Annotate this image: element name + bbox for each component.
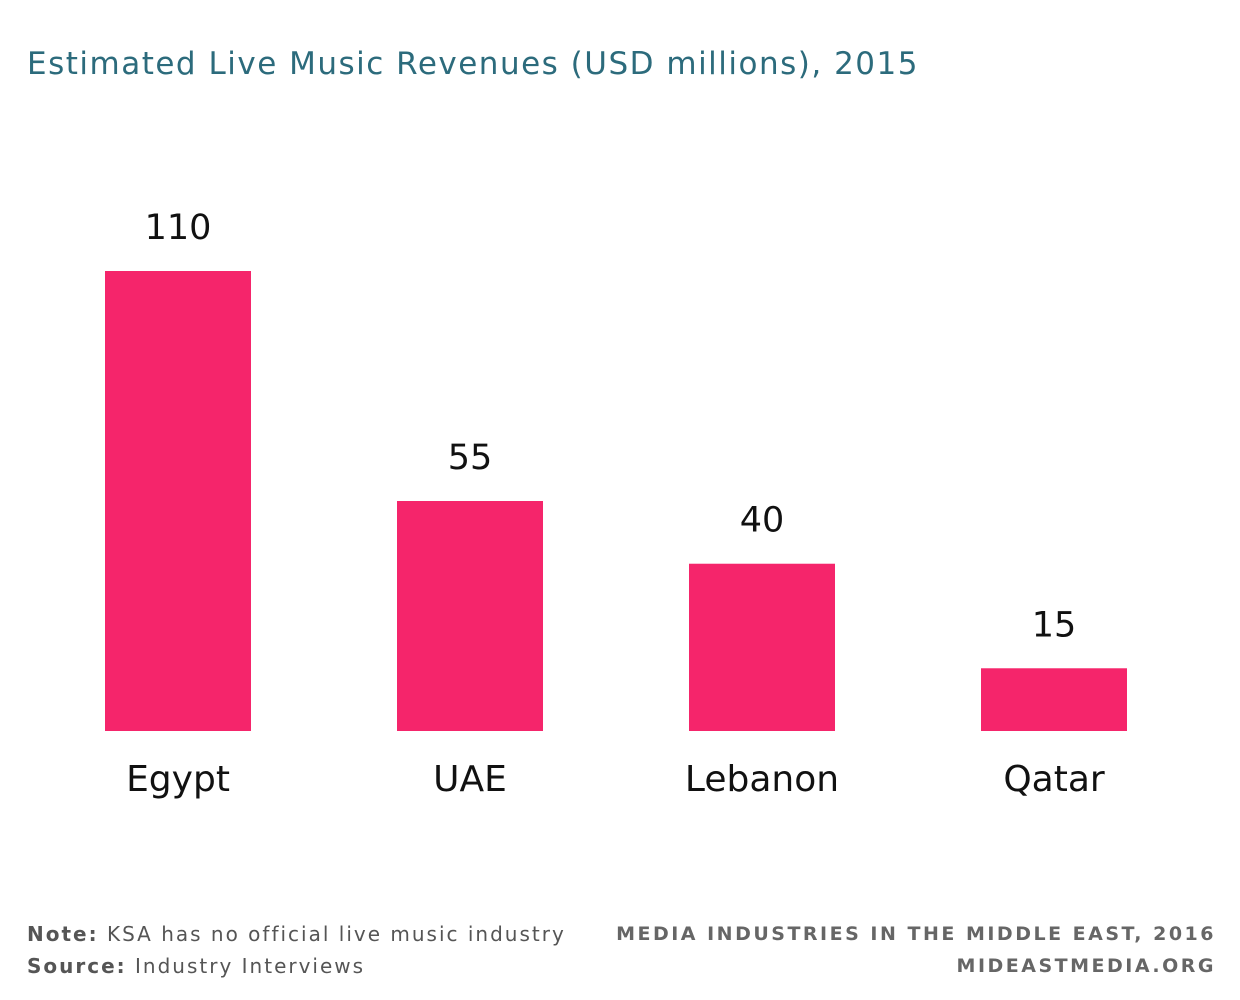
category-label-qatar: Qatar — [1003, 759, 1105, 800]
data-label-qatar: 15 — [1032, 605, 1077, 645]
data-label-egypt: 110 — [145, 208, 212, 248]
chart-footnotes: Note: KSA has no official live music ind… — [27, 918, 566, 982]
source-text: Industry Interviews — [135, 954, 366, 978]
chart-title: Estimated Live Music Revenues (USD milli… — [27, 46, 919, 82]
bar-uae — [397, 501, 543, 731]
category-label-lebanon: Lebanon — [685, 759, 839, 800]
category-label-uae: UAE — [433, 759, 507, 800]
source-line: Source: Industry Interviews — [27, 950, 566, 982]
note-line: Note: KSA has no official live music ind… — [27, 918, 566, 950]
data-label-lebanon: 40 — [740, 501, 785, 541]
category-label-egypt: Egypt — [126, 759, 230, 800]
bar-egypt — [105, 271, 251, 731]
website-link: MIDEASTMEDIA.ORG — [956, 955, 1216, 977]
publication-credit: MEDIA INDUSTRIES IN THE MIDDLE EAST, 201… — [616, 918, 1216, 982]
publication-name: MEDIA INDUSTRIES IN THE MIDDLE EAST, 201… — [616, 923, 1216, 945]
bar-chart: 110 Egypt 55 UAE 40 Lebanon 15 Qatar — [105, 208, 1127, 800]
bar-qatar — [981, 668, 1127, 731]
source-label: Source: — [27, 954, 127, 978]
bar-lebanon — [689, 563, 835, 731]
note-text: KSA has no official live music industry — [106, 922, 566, 946]
note-label: Note: — [27, 922, 99, 946]
data-label-uae: 55 — [448, 438, 493, 478]
